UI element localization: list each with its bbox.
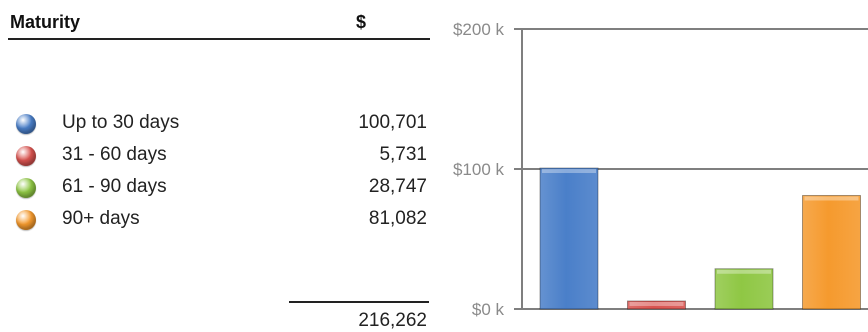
- maturity-label: 31 - 60 days: [62, 144, 167, 165]
- bar-highlight: [804, 196, 859, 201]
- bar: [539, 167, 599, 310]
- total-rule: [289, 301, 429, 303]
- maturity-label: 61 - 90 days: [62, 176, 167, 197]
- total-value: 216,262: [358, 310, 427, 331]
- y-tick-label: $100 k: [453, 160, 505, 179]
- legend-dot: [16, 146, 36, 166]
- bar: [627, 300, 686, 310]
- maturity-value: 28,747: [368, 176, 427, 197]
- maturity-label: Up to 30 days: [62, 112, 180, 133]
- maturity-value: 81,082: [368, 208, 427, 229]
- bar: [802, 194, 861, 310]
- y-tick-label: $200 k: [453, 20, 505, 39]
- bar: [714, 268, 774, 310]
- legend-dot: [16, 114, 36, 134]
- legend-dot: [16, 210, 36, 230]
- bar-highlight: [542, 169, 596, 174]
- maturity-value: 5,731: [379, 144, 427, 165]
- bar-highlight: [629, 301, 684, 306]
- y-tick-label: $0 k: [472, 300, 505, 319]
- maturity-label: 90+ days: [62, 208, 140, 229]
- maturity-value: 100,701: [358, 112, 427, 133]
- bar-highlight: [717, 269, 771, 274]
- legend-dot: [16, 178, 36, 198]
- header-rule: [8, 38, 430, 40]
- maturity-header: Maturity: [10, 12, 81, 32]
- amount-header: $: [356, 12, 367, 32]
